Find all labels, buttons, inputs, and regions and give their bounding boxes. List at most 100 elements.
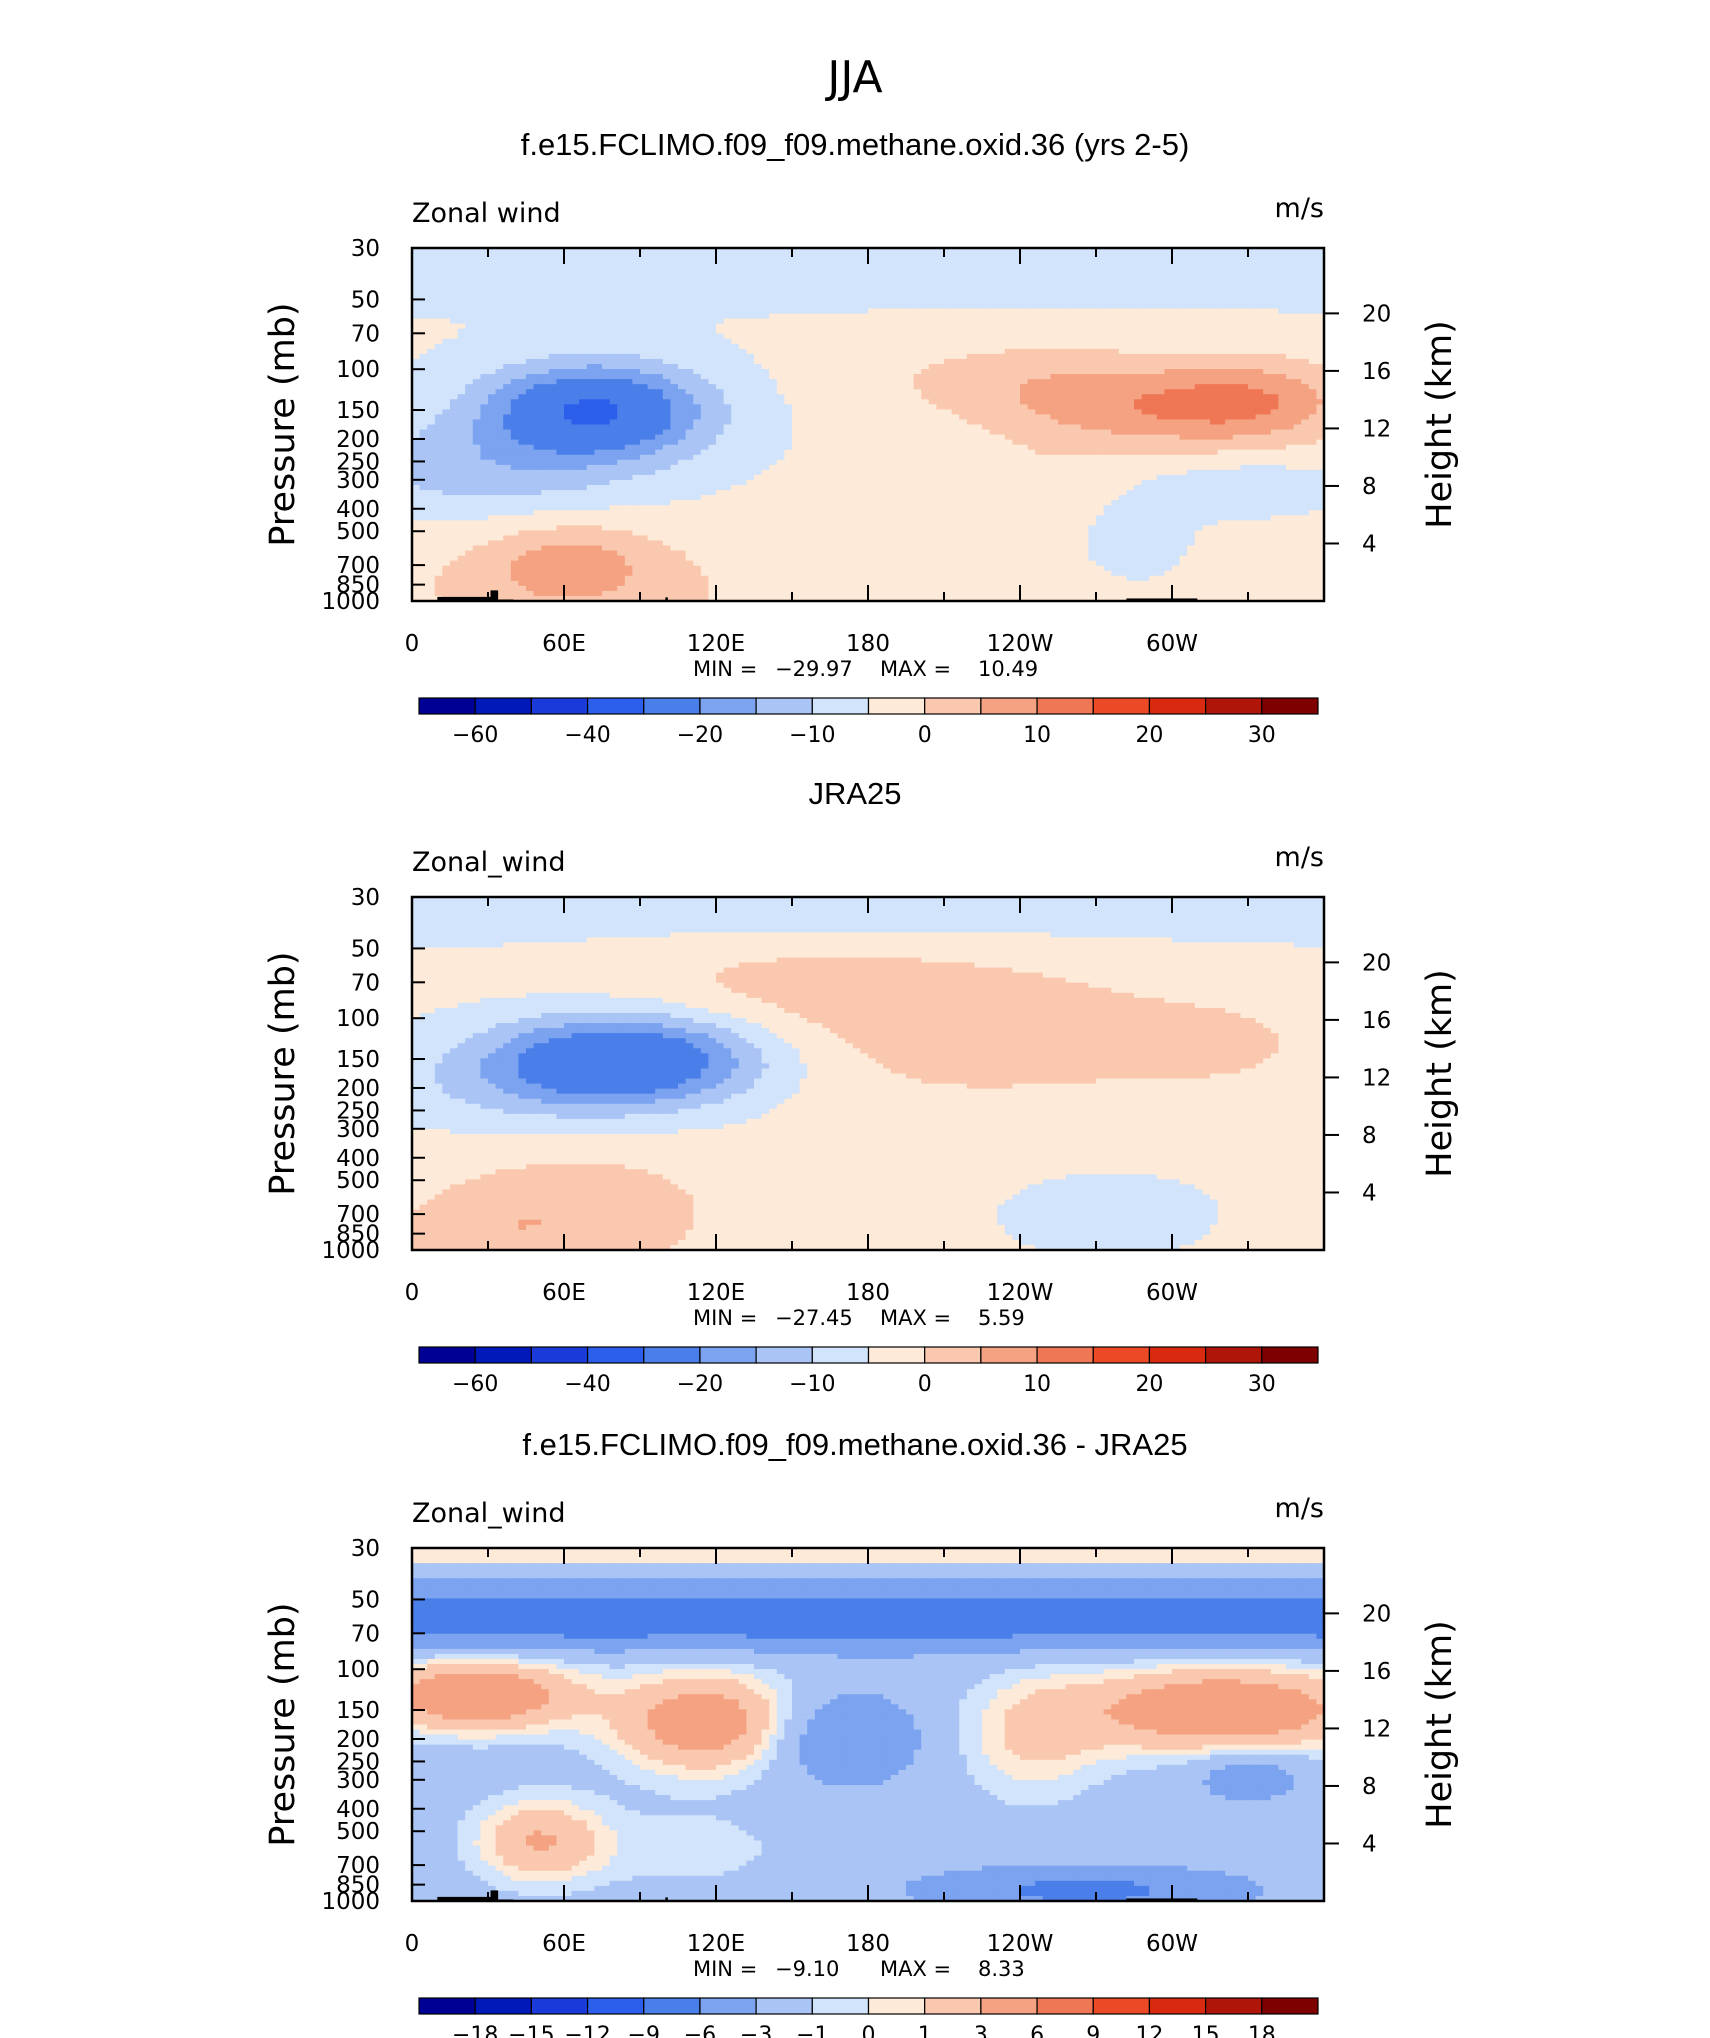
- field-cell: [1248, 283, 1256, 289]
- field-cell: [990, 283, 998, 289]
- field-cell: [906, 253, 914, 259]
- field-cell: [724, 298, 732, 304]
- field-cell: [556, 303, 564, 309]
- field-cell: [1180, 283, 1188, 289]
- field-cell: [1043, 263, 1051, 269]
- field-cell: [997, 298, 1005, 304]
- field-cell: [830, 298, 838, 304]
- field-cell: [1096, 278, 1104, 284]
- field-cell: [610, 253, 618, 259]
- field-cell: [496, 319, 504, 325]
- field-cell: [435, 283, 443, 289]
- field-cell: [1050, 314, 1058, 320]
- field-cell: [420, 268, 428, 274]
- field-cell: [427, 293, 435, 299]
- field-cell: [541, 273, 549, 279]
- field-cell: [936, 303, 944, 309]
- field-cell: [587, 298, 595, 304]
- field-cell: [670, 263, 678, 269]
- field-cell: [450, 319, 458, 325]
- field-cell: [883, 278, 891, 284]
- field-cell: [701, 263, 709, 269]
- field-cell: [1301, 273, 1309, 279]
- field-cell: [1035, 268, 1043, 274]
- field-cell: [1240, 263, 1248, 269]
- field-cell: [1218, 258, 1226, 264]
- field-cell: [655, 293, 663, 299]
- field-cell: [587, 293, 595, 299]
- field-cell: [1309, 253, 1317, 259]
- field-cell: [921, 273, 929, 279]
- field-cell: [967, 309, 975, 315]
- field-cell: [891, 309, 899, 315]
- field-cell: [921, 283, 929, 289]
- field-cell: [1142, 303, 1150, 309]
- field-cell: [564, 268, 572, 274]
- field-cell: [990, 273, 998, 279]
- field-cell: [724, 293, 732, 299]
- field-cell: [435, 319, 443, 325]
- field-cell: [746, 288, 754, 294]
- field-cell: [891, 273, 899, 279]
- field-cell: [465, 253, 473, 259]
- field-cell: [830, 288, 838, 294]
- field-cell: [739, 298, 747, 304]
- field-cell: [1126, 309, 1134, 315]
- field-cell: [473, 273, 481, 279]
- field-cell: [632, 303, 640, 309]
- field-cell: [800, 258, 808, 264]
- field-cell: [1225, 268, 1233, 274]
- field-cell: [967, 278, 975, 284]
- field-cell: [442, 293, 450, 299]
- field-cell: [625, 273, 633, 279]
- field-cell: [800, 273, 808, 279]
- field-cell: [1180, 293, 1188, 299]
- field-cell: [982, 283, 990, 289]
- field-cell: [556, 273, 564, 279]
- field-cell: [1301, 288, 1309, 294]
- field-cell: [1066, 288, 1074, 294]
- field-cell: [868, 293, 876, 299]
- field-cell: [526, 273, 534, 279]
- field-cell: [906, 283, 914, 289]
- field-cell: [1126, 268, 1134, 274]
- field-cell: [746, 263, 754, 269]
- field-cell: [921, 263, 929, 269]
- field-cell: [572, 298, 580, 304]
- field-cell: [853, 273, 861, 279]
- field-cell: [496, 293, 504, 299]
- field-cell: [807, 253, 815, 259]
- field-cell: [891, 268, 899, 274]
- field-cell: [830, 278, 838, 284]
- field-cell: [670, 303, 678, 309]
- field-cell: [807, 293, 815, 299]
- field-cell: [1035, 303, 1043, 309]
- field-cell: [1142, 298, 1150, 304]
- field-cell: [1104, 288, 1112, 294]
- field-cell: [663, 288, 671, 294]
- field-cell: [1187, 303, 1195, 309]
- field-cell: [716, 263, 724, 269]
- field-cell: [838, 303, 846, 309]
- field-cell: [594, 314, 602, 320]
- field-cell: [845, 253, 853, 259]
- field-cell: [496, 268, 504, 274]
- field-cell: [959, 268, 967, 274]
- field-cell: [1218, 283, 1226, 289]
- field-cell: [716, 288, 724, 294]
- field-cell: [777, 263, 785, 269]
- field-cell: [959, 278, 967, 284]
- field-cell: [769, 303, 777, 309]
- field-cell: [944, 288, 952, 294]
- field-cell: [632, 278, 640, 284]
- field-cell: [1195, 253, 1203, 259]
- field-cell: [663, 263, 671, 269]
- field-cell: [1035, 278, 1043, 284]
- field-cell: [936, 278, 944, 284]
- field-cell: [777, 303, 785, 309]
- field-cell: [1043, 278, 1051, 284]
- field-cell: [1020, 273, 1028, 279]
- field-cell: [572, 314, 580, 320]
- field-cell: [1142, 268, 1150, 274]
- field-cell: [1202, 273, 1210, 279]
